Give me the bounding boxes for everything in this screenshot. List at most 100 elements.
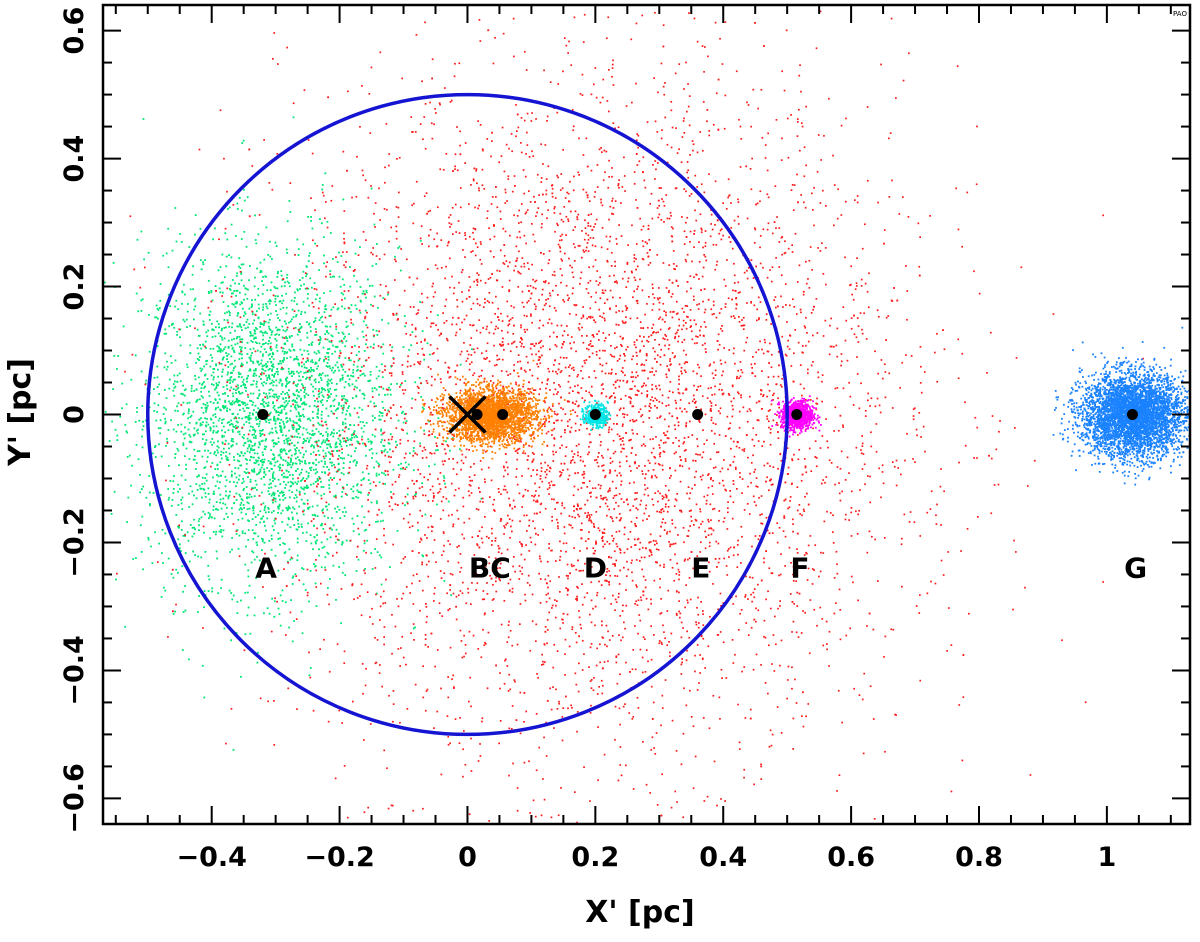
scatter-point bbox=[375, 263, 378, 265]
scatter-point bbox=[251, 434, 254, 436]
scatter-point bbox=[337, 366, 339, 369]
scatter-point bbox=[269, 462, 272, 465]
scatter-point bbox=[579, 456, 582, 458]
scatter-point bbox=[329, 387, 332, 390]
scatter-point bbox=[315, 428, 318, 430]
scatter-point bbox=[482, 149, 484, 152]
scatter-point bbox=[352, 363, 355, 366]
scatter-point bbox=[211, 443, 213, 446]
scatter-point bbox=[336, 408, 338, 410]
scatter-point bbox=[246, 297, 249, 300]
scatter-point bbox=[267, 511, 270, 513]
scatter-point bbox=[631, 405, 634, 408]
scatter-point bbox=[405, 322, 407, 324]
scatter-point bbox=[479, 279, 482, 282]
scatter-point bbox=[425, 456, 428, 459]
scatter-point bbox=[204, 443, 207, 446]
scatter-point bbox=[163, 366, 166, 369]
scatter-point bbox=[137, 458, 140, 461]
scatter-point bbox=[254, 239, 257, 241]
scatter-point bbox=[179, 328, 182, 331]
scatter-point bbox=[184, 609, 187, 612]
scatter-point bbox=[310, 216, 312, 218]
scatter-point bbox=[336, 345, 339, 348]
scatter-point bbox=[332, 399, 335, 402]
scatter-point bbox=[254, 314, 257, 316]
scatter-point bbox=[217, 430, 219, 433]
scatter-point bbox=[652, 323, 655, 326]
scatter-point bbox=[707, 387, 710, 390]
scatter-point bbox=[235, 485, 237, 488]
scatter-point bbox=[245, 421, 248, 423]
scatter-point bbox=[337, 437, 340, 440]
scatter-point bbox=[308, 369, 311, 372]
scatter-point bbox=[640, 392, 643, 395]
scatter-point bbox=[698, 329, 701, 332]
scatter-point bbox=[379, 520, 382, 523]
scatter-point bbox=[360, 427, 363, 430]
scatter-point bbox=[251, 469, 253, 471]
scatter-point bbox=[348, 384, 351, 387]
scatter-point bbox=[335, 323, 337, 326]
scatter-point bbox=[235, 476, 238, 479]
scatter-point bbox=[336, 449, 338, 452]
scatter-point bbox=[261, 368, 264, 370]
scatter-point bbox=[749, 708, 752, 711]
scatter-point bbox=[310, 220, 312, 222]
scatter-point bbox=[303, 492, 306, 495]
scatter-point bbox=[377, 345, 380, 347]
scatter-point bbox=[334, 345, 337, 348]
scatter-point bbox=[258, 342, 261, 345]
scatter-point bbox=[275, 333, 278, 335]
scatter-point bbox=[685, 260, 688, 263]
scatter-point bbox=[280, 419, 283, 421]
scatter-point bbox=[200, 417, 202, 420]
scatter-point bbox=[204, 385, 206, 388]
scatter-point bbox=[167, 465, 170, 467]
scatter-point bbox=[614, 450, 617, 453]
scatter-point bbox=[439, 488, 442, 490]
scatter-point bbox=[163, 332, 166, 335]
scatter-point bbox=[643, 364, 646, 366]
scatter-point bbox=[389, 566, 391, 568]
scatter-point bbox=[265, 303, 267, 305]
scatter-point bbox=[701, 456, 704, 459]
scatter-point bbox=[809, 535, 812, 537]
scatter-point bbox=[203, 323, 205, 326]
scatter-point bbox=[243, 401, 246, 404]
scatter-point bbox=[333, 405, 336, 407]
scatter-point bbox=[294, 494, 297, 496]
scatter-point bbox=[162, 413, 165, 415]
scatter-point bbox=[559, 235, 562, 238]
scatter-point bbox=[513, 436, 515, 438]
scatter-point bbox=[342, 562, 345, 565]
scatter-point bbox=[200, 395, 203, 397]
scatter-point bbox=[990, 331, 992, 334]
scatter-point bbox=[586, 514, 589, 517]
scatter-point bbox=[486, 217, 489, 219]
scatter-point bbox=[239, 504, 242, 506]
scatter-point bbox=[371, 452, 374, 455]
scatter-point bbox=[940, 468, 942, 470]
scatter-point bbox=[508, 673, 511, 676]
scatter-point bbox=[362, 430, 365, 433]
scatter-point bbox=[321, 399, 324, 401]
scatter-point bbox=[177, 424, 179, 426]
scatter-point bbox=[172, 576, 175, 579]
scatter-point bbox=[660, 641, 663, 644]
scatter-point bbox=[279, 537, 281, 540]
scatter-point bbox=[759, 262, 762, 265]
scatter-point bbox=[220, 507, 223, 510]
scatter-point bbox=[375, 388, 378, 391]
scatter-point bbox=[200, 556, 203, 559]
scatter-point bbox=[212, 378, 215, 381]
scatter-point bbox=[282, 491, 285, 494]
scatter-point bbox=[325, 365, 328, 367]
scatter-point bbox=[272, 471, 275, 474]
scatter-point bbox=[462, 748, 464, 751]
scatter-point bbox=[295, 449, 297, 452]
scatter-point bbox=[261, 562, 264, 565]
scatter-point bbox=[318, 351, 321, 354]
scatter-point bbox=[726, 415, 729, 418]
scatter-point bbox=[333, 463, 335, 466]
